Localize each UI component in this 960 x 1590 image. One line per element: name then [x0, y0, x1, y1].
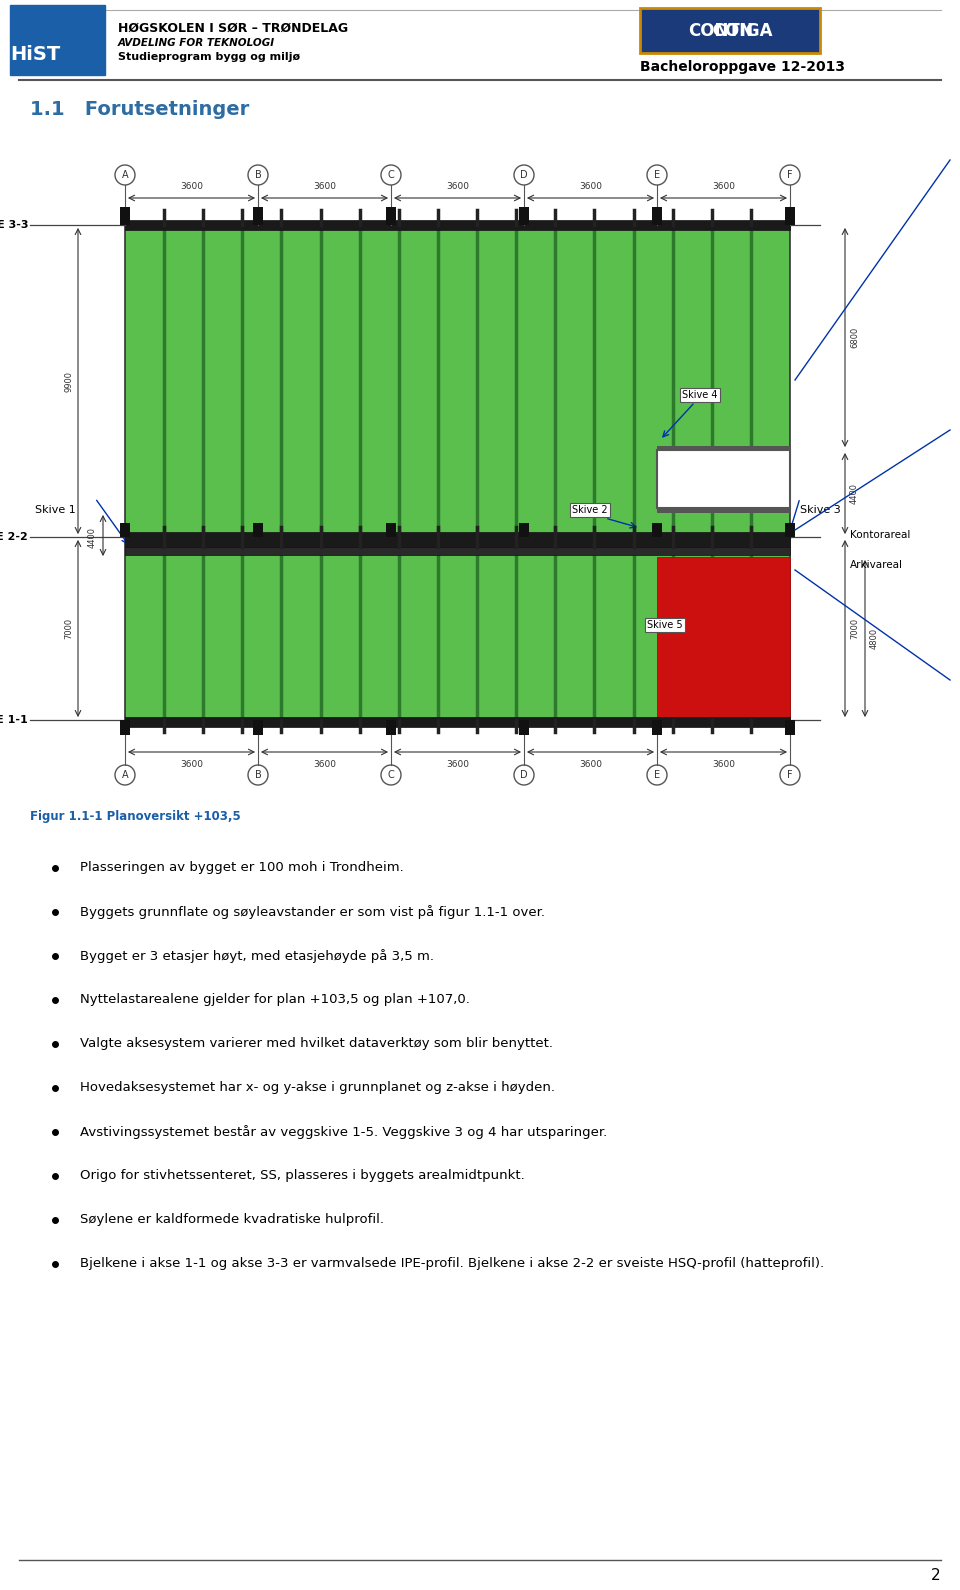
Bar: [120, 207, 130, 226]
Bar: [125, 219, 790, 231]
Text: A: A: [122, 170, 129, 180]
Bar: [253, 207, 263, 226]
Bar: [519, 207, 529, 226]
Text: D: D: [520, 770, 528, 781]
Bar: [386, 720, 396, 735]
Text: Valgte aksesystem varierer med hvilket dataverktøy som blir benyttet.: Valgte aksesystem varierer med hvilket d…: [80, 1038, 553, 1051]
Bar: [785, 523, 795, 537]
Text: Studieprogram bygg og miljø: Studieprogram bygg og miljø: [118, 52, 300, 62]
Bar: [253, 720, 263, 735]
Text: D: D: [520, 170, 528, 180]
Text: C: C: [388, 170, 395, 180]
Text: 3600: 3600: [579, 760, 602, 770]
Bar: [785, 720, 795, 735]
Text: B: B: [254, 170, 261, 180]
Text: 7000: 7000: [850, 619, 859, 639]
Text: E: E: [654, 170, 660, 180]
Text: Skive 4: Skive 4: [683, 390, 718, 401]
Bar: [657, 507, 790, 514]
Text: Avstivingssystemet består av veggskive 1-5. Veggskive 3 og 4 har utsparinger.: Avstivingssystemet består av veggskive 1…: [80, 1126, 608, 1138]
Bar: [519, 523, 529, 537]
Bar: [120, 720, 130, 735]
Text: 3600: 3600: [180, 181, 203, 191]
Text: Arkivareal: Arkivareal: [850, 560, 903, 569]
Text: F: F: [787, 170, 793, 180]
Text: Hovedaksesystemet har x- og y-akse i grunnplanet og z-akse i høyden.: Hovedaksesystemet har x- og y-akse i gru…: [80, 1081, 555, 1094]
Bar: [640, 8, 820, 52]
Bar: [10, 5, 105, 75]
Text: Kontorareal: Kontorareal: [850, 529, 910, 541]
Text: 3600: 3600: [712, 181, 735, 191]
Text: Søylene er kaldformede kvadratiske hulprofil.: Søylene er kaldformede kvadratiske hulpr…: [80, 1213, 384, 1226]
Bar: [657, 450, 790, 507]
Text: 3600: 3600: [446, 760, 469, 770]
Text: 4400: 4400: [88, 526, 97, 547]
Text: Nyttelastarealene gjelder for plan +103,5 og plan +107,0.: Nyttelastarealene gjelder for plan +103,…: [80, 994, 469, 1006]
Text: 3500: 3500: [714, 647, 723, 668]
Text: HiST: HiST: [10, 46, 60, 65]
Text: AKSE 1-1: AKSE 1-1: [0, 716, 28, 725]
Text: Skive 5: Skive 5: [647, 620, 683, 630]
Bar: [125, 226, 790, 720]
Text: 3600: 3600: [579, 181, 602, 191]
Bar: [519, 720, 529, 735]
Text: Byggets grunnflate og søyleavstander er som vist på figur 1.1-1 over.: Byggets grunnflate og søyleavstander er …: [80, 905, 545, 919]
Bar: [120, 523, 130, 537]
Text: 3600: 3600: [446, 181, 469, 191]
Text: E: E: [654, 770, 660, 781]
Text: 3600: 3600: [712, 760, 735, 770]
Bar: [657, 447, 790, 452]
Text: Skive 3: Skive 3: [800, 506, 841, 515]
Text: 7000: 7000: [64, 619, 73, 639]
Text: Origo for stivhetssenteret, SS, plasseres i byggets arealmidtpunkt.: Origo for stivhetssenteret, SS, plassere…: [80, 1170, 525, 1183]
Text: AKSE 2-2: AKSE 2-2: [0, 533, 28, 542]
Text: Bygget er 3 etasjer høyt, med etasjehøyde på 3,5 m.: Bygget er 3 etasjer høyt, med etasjehøyd…: [80, 949, 434, 964]
Text: CON: CON: [707, 22, 753, 40]
Text: AVDELING FOR TEKNOLOGI: AVDELING FOR TEKNOLOGI: [118, 38, 276, 48]
Bar: [125, 547, 790, 555]
Text: Skive 1: Skive 1: [35, 506, 76, 515]
Text: 2: 2: [930, 1568, 940, 1582]
Text: 6800: 6800: [850, 328, 859, 348]
Text: 4400: 4400: [850, 483, 859, 504]
Bar: [652, 720, 662, 735]
Text: A: A: [122, 770, 129, 781]
Text: 1.1   Forutsetninger: 1.1 Forutsetninger: [30, 100, 250, 119]
Bar: [386, 207, 396, 226]
Bar: [125, 533, 790, 547]
Text: B: B: [254, 770, 261, 781]
Text: 3600: 3600: [313, 760, 336, 770]
Text: C: C: [388, 770, 395, 781]
Text: HØGSKOLEN I SØR – TRØNDELAG: HØGSKOLEN I SØR – TRØNDELAG: [118, 22, 348, 35]
Bar: [652, 207, 662, 226]
Bar: [652, 523, 662, 537]
Bar: [785, 207, 795, 226]
Bar: [125, 717, 790, 727]
Text: Skive 2: Skive 2: [572, 506, 608, 515]
Text: Bacheloroppgave 12-2013: Bacheloroppgave 12-2013: [640, 60, 845, 75]
Bar: [386, 523, 396, 537]
Text: Plasseringen av bygget er 100 moh i Trondheim.: Plasseringen av bygget er 100 moh i Tron…: [80, 862, 404, 875]
Text: Figur 1.1-1 Planoversikt +103,5: Figur 1.1-1 Planoversikt +103,5: [30, 809, 241, 824]
Text: F: F: [787, 770, 793, 781]
Text: 2400: 2400: [713, 568, 734, 577]
Text: AKSE 3-3: AKSE 3-3: [0, 219, 28, 231]
Text: 3600: 3600: [313, 181, 336, 191]
Text: 9900: 9900: [64, 370, 73, 391]
Bar: [657, 556, 790, 717]
Text: CONTIGA: CONTIGA: [687, 22, 772, 40]
Text: Bjelkene i akse 1-1 og akse 3-3 er varmvalsede IPE-profil. Bjelkene i akse 2-2 e: Bjelkene i akse 1-1 og akse 3-3 er varmv…: [80, 1258, 824, 1270]
Text: 4800: 4800: [870, 628, 879, 649]
Text: 3600: 3600: [180, 760, 203, 770]
Bar: [253, 523, 263, 537]
